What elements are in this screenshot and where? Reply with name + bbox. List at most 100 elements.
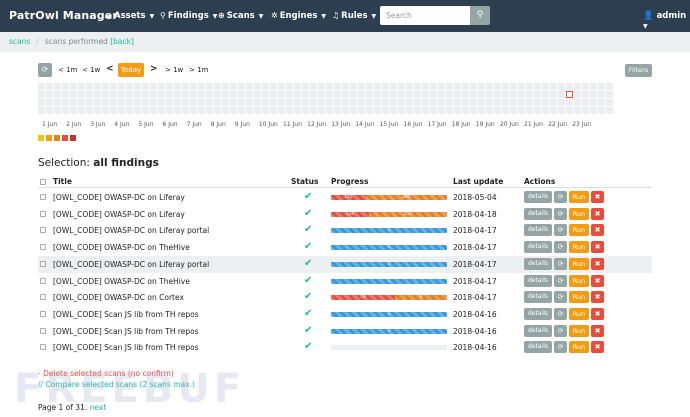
calendar-cell[interactable]	[174, 83, 181, 90]
calendar-cell[interactable]	[294, 83, 301, 90]
calendar-cell[interactable]	[542, 99, 549, 106]
row-checkbox[interactable]	[40, 260, 46, 267]
user-menu[interactable]: 👤 admin ▼	[643, 11, 690, 31]
calendar-cell[interactable]	[230, 99, 237, 106]
calendar-cell[interactable]	[446, 83, 453, 90]
row-checkbox[interactable]	[40, 327, 46, 334]
calendar-cell[interactable]	[494, 91, 501, 98]
calendar-cell[interactable]	[254, 107, 261, 114]
row-checkbox[interactable]	[40, 194, 46, 200]
calendar-cell[interactable]	[158, 99, 165, 106]
calendar-cell[interactable]	[158, 91, 165, 98]
calendar-cell[interactable]	[222, 91, 229, 98]
calendar-cell[interactable]	[606, 99, 613, 106]
calendar-cell[interactable]	[46, 83, 53, 90]
calendar-cell[interactable]	[278, 83, 285, 90]
calendar-cell[interactable]	[238, 107, 245, 114]
calendar-cell[interactable]	[142, 91, 149, 98]
calendar-cell[interactable]	[286, 99, 293, 106]
calendar-cell[interactable]	[342, 99, 349, 106]
col-last-update[interactable]: Last update	[453, 177, 504, 186]
calendar-cell[interactable]	[54, 99, 61, 106]
calendar-cell[interactable]	[598, 91, 605, 98]
calendar-cell[interactable]	[262, 99, 269, 106]
calendar-cell[interactable]	[550, 83, 557, 90]
calendar-cell[interactable]	[150, 99, 157, 106]
calendar-cell[interactable]	[78, 99, 85, 106]
rerun-button[interactable]: ⟳	[554, 324, 567, 337]
delete-button[interactable]: ✖	[591, 241, 604, 254]
calendar-cell[interactable]	[334, 83, 341, 90]
calendar-cell[interactable]	[190, 83, 197, 90]
calendar-cell[interactable]	[118, 83, 125, 90]
calendar-cell[interactable]	[430, 107, 437, 114]
calendar-cell[interactable]	[238, 91, 245, 98]
calendar-cell[interactable]	[510, 99, 517, 106]
calendar-cell[interactable]	[438, 91, 445, 98]
details-button[interactable]: details	[524, 207, 552, 220]
calendar-cell[interactable]	[62, 107, 69, 114]
calendar-cell[interactable]	[430, 91, 437, 98]
calendar-cell[interactable]	[142, 83, 149, 90]
calendar-cell[interactable]	[606, 83, 613, 90]
calendar-cell[interactable]	[390, 107, 397, 114]
calendar-cell[interactable]	[486, 107, 493, 114]
calendar-cell[interactable]	[182, 107, 189, 114]
calendar-cell[interactable]	[38, 99, 45, 106]
calendar-cell[interactable]	[342, 83, 349, 90]
calendar-cell[interactable]	[366, 107, 373, 114]
calendar-cell[interactable]	[518, 99, 525, 106]
rerun-button[interactable]: ⟳	[554, 207, 567, 220]
calendar-cell[interactable]	[510, 83, 517, 90]
run-button[interactable]: Run	[569, 207, 589, 220]
calendar-cell[interactable]	[310, 107, 317, 114]
calendar-cell[interactable]	[286, 91, 293, 98]
calendar-cell[interactable]	[382, 107, 389, 114]
calendar-cell[interactable]	[422, 99, 429, 106]
calendar-cell[interactable]	[462, 83, 469, 90]
row-checkbox[interactable]	[40, 244, 46, 251]
calendar-cell[interactable]	[54, 107, 61, 114]
calendar-cell[interactable]	[294, 107, 301, 114]
calendar-cell[interactable]	[126, 83, 133, 90]
table-row[interactable]: [OWL_CODE] OWASP-DC on Cortex ✔ 10 9 2018-04…	[38, 289, 652, 306]
calendar-cell[interactable]	[558, 99, 565, 106]
delete-button[interactable]: ✖	[591, 224, 604, 237]
calendar-cell[interactable]	[534, 99, 541, 106]
calendar-cell[interactable]	[438, 99, 445, 106]
calendar-cell[interactable]	[230, 91, 237, 98]
calendar-cell[interactable]	[310, 91, 317, 98]
calendar-cell[interactable]	[366, 83, 373, 90]
calendar-cell[interactable]	[278, 99, 285, 106]
calendar-cell[interactable]	[118, 91, 125, 98]
calendar-cell[interactable]	[318, 83, 325, 90]
calendar-cell[interactable]	[550, 91, 557, 98]
calendar-cell[interactable]	[566, 99, 573, 106]
run-button[interactable]: Run	[569, 291, 589, 304]
nav-scans[interactable]: ⊕ Scans ▼	[218, 11, 263, 21]
calendar-cell[interactable]	[62, 83, 69, 90]
rerun-button[interactable]: ⟳	[554, 274, 567, 287]
details-button[interactable]: details	[524, 307, 552, 320]
calendar-cell[interactable]	[166, 91, 173, 98]
calendar-cell[interactable]	[478, 107, 485, 114]
calendar-cell[interactable]	[142, 99, 149, 106]
calendar-cell[interactable]	[214, 107, 221, 114]
calendar-cell[interactable]	[318, 107, 325, 114]
calendar-cell[interactable]	[334, 91, 341, 98]
calendar-cell[interactable]	[38, 83, 45, 90]
calendar-cell[interactable]	[302, 107, 309, 114]
run-button[interactable]: Run	[569, 341, 589, 354]
rerun-button[interactable]: ⟳	[554, 341, 567, 354]
calendar-cell[interactable]	[102, 83, 109, 90]
calendar-cell[interactable]	[526, 99, 533, 106]
calendar-cell[interactable]	[182, 83, 189, 90]
prev-arrow-button[interactable]: <	[106, 64, 114, 74]
calendar-cell[interactable]	[54, 83, 61, 90]
calendar-cell[interactable]	[534, 83, 541, 90]
calendar-cell[interactable]	[494, 99, 501, 106]
calendar-cell[interactable]	[94, 107, 101, 114]
calendar-cell[interactable]	[390, 91, 397, 98]
calendar-cell[interactable]	[238, 83, 245, 90]
calendar-cell[interactable]	[470, 99, 477, 106]
